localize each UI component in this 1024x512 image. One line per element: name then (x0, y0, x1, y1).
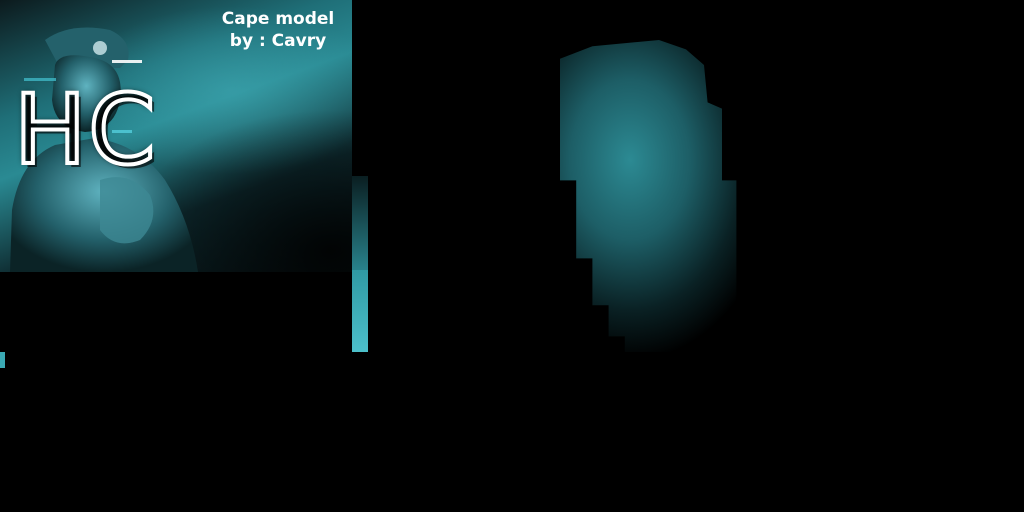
head-shape (52, 55, 121, 132)
cape-side-strip-lower (352, 270, 368, 352)
caption-author: by : Cavry (229, 31, 327, 51)
hc-logo: HC (12, 74, 158, 186)
caption-title: Cape model (221, 9, 335, 29)
arm-shape (100, 177, 154, 244)
soldier-figure (10, 27, 198, 272)
cape-back-panel (560, 40, 737, 352)
caption: Cape model by : Cavry (198, 8, 358, 52)
cape-edge-mark (0, 352, 5, 368)
beret-badge-icon (93, 41, 107, 55)
